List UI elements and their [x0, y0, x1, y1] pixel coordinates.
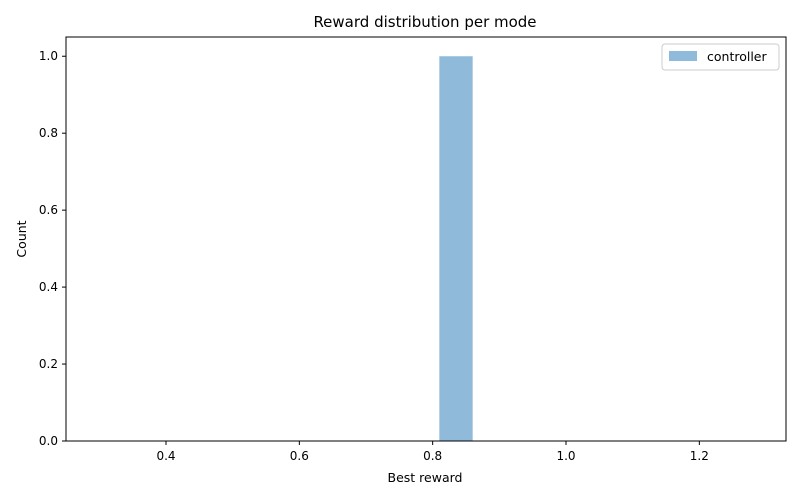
y-tick-label: 0.0 [39, 434, 58, 448]
bars-layer [439, 56, 473, 441]
x-tick-label: 0.6 [290, 449, 309, 463]
x-tick-label: 0.4 [156, 449, 175, 463]
x-axis-label: Best reward [388, 470, 463, 485]
ticks-layer: 0.4 0.6 0.8 1.0 1.2 0.0 0.2 0.4 0.6 0.8 1.0 [39, 49, 709, 463]
x-tick-label: 0.8 [423, 449, 442, 463]
y-tick-label: 1.0 [39, 49, 58, 63]
legend: controller [661, 43, 780, 71]
y-axis-label: Count [14, 220, 29, 257]
legend-label: controller [707, 49, 767, 64]
chart-title: Reward distribution per mode [313, 13, 536, 31]
legend-swatch [669, 51, 697, 61]
histogram-bar [439, 56, 473, 441]
y-tick-label: 0.2 [39, 357, 58, 371]
x-tick-label: 1.2 [690, 449, 709, 463]
y-tick-label: 0.8 [39, 126, 58, 140]
y-tick-label: 0.6 [39, 203, 58, 217]
y-tick-label: 0.4 [39, 280, 58, 294]
x-tick-label: 1.0 [556, 449, 575, 463]
legend-box [661, 43, 780, 71]
plot-frame [65, 36, 787, 442]
